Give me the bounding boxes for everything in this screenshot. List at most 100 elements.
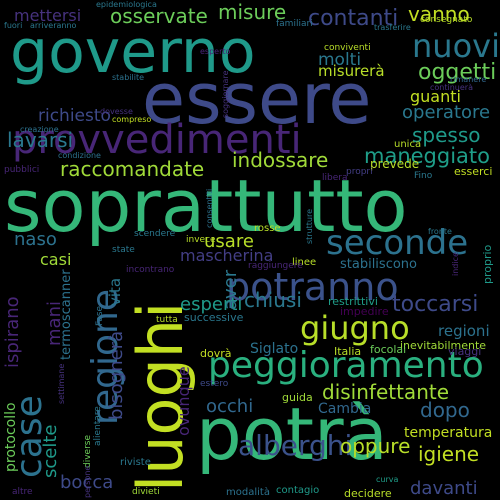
word-usare: usare <box>204 231 254 252</box>
word-provvedimenti: provvedimenti <box>12 117 302 163</box>
word-contagio: contagio <box>276 485 320 496</box>
word-raggiungere: raggiungere <box>248 261 303 271</box>
word-mettersi: mettersi <box>14 6 82 25</box>
word-soprattutto: soprattutto <box>4 164 408 248</box>
word-proprio: proprio <box>481 244 494 284</box>
word-toccarsi: toccarsi <box>392 292 479 317</box>
word-rimanere: rimanere <box>450 75 487 84</box>
word-giugno: giugno <box>300 309 410 347</box>
word-nuovi: nuovi <box>412 27 500 65</box>
word-propri: propri <box>346 167 373 177</box>
word-restrittivi: restrittivi <box>328 295 378 308</box>
word-arriveranno: arriveranno <box>30 21 77 30</box>
word-fronte: fronte <box>428 227 452 236</box>
word-libera: libera <box>322 173 348 183</box>
word-condizione: condizione <box>58 151 101 160</box>
word-chiusi: chiusi <box>244 288 302 312</box>
word-creazione: creazione <box>20 125 59 134</box>
word-dopo: dopo <box>420 398 470 422</box>
word-contanti: contanti <box>308 6 399 31</box>
word-incontrano: incontrano <box>126 265 175 275</box>
word-protocollo: protocollo <box>3 402 19 472</box>
word-spesso: spesso <box>412 123 481 147</box>
word-vanno: vanno <box>408 2 470 26</box>
word-dovesse: dovesse <box>100 107 133 116</box>
word-dovra: dovrà <box>200 347 232 360</box>
word-linee: linee <box>292 257 317 268</box>
word-occhi: occhi <box>206 396 254 417</box>
word-unica: unica <box>394 139 422 150</box>
word-aver: aver <box>220 269 241 310</box>
word-scelte: scelte <box>40 424 61 478</box>
word-vita: vita <box>106 277 124 306</box>
word-alientare: alientare <box>93 406 103 446</box>
word-igiene: igiene <box>418 442 480 466</box>
word-decidere: decidere <box>344 487 392 500</box>
word-mascherina: mascherina <box>180 246 274 265</box>
word-indossare: indossare <box>232 148 329 172</box>
word-stabilite: stabilite <box>112 73 145 82</box>
word-scendere: scendere <box>134 229 176 239</box>
word-raccomandate: raccomandate <box>60 157 205 181</box>
word-potranno: potranno <box>226 265 399 309</box>
word-bisognera: bisognerà <box>106 330 127 420</box>
word-divieti: divieti <box>132 487 160 497</box>
word-curva: curva <box>376 475 399 484</box>
word-riviste: riviste <box>120 457 151 468</box>
word-alberghi: alberghi <box>238 429 353 462</box>
word-bocca: bocca <box>60 472 114 493</box>
word-fino: Fino <box>414 171 433 181</box>
word-oggetti: oggetti <box>418 60 497 85</box>
word-successive: successive <box>184 311 244 324</box>
word-osservate: osservate <box>110 4 208 28</box>
word-termoscanner: termoscanner <box>59 269 74 360</box>
word-molti: molti <box>318 50 362 70</box>
word-impedire: impedire <box>340 305 389 318</box>
word-prevede: prevede <box>370 157 420 171</box>
word-pubblici: pubblici <box>4 165 40 175</box>
word-disinfettante: disinfettante <box>322 380 450 404</box>
word-fuori: fuori <box>4 21 23 30</box>
word-conviventi: conviventi <box>324 43 371 53</box>
word-settimane: settimane <box>57 363 66 404</box>
word-indice: indice <box>451 252 460 276</box>
word-peggioramento: peggioramento <box>208 345 484 386</box>
word-compreso: compreso <box>112 115 152 124</box>
word-familiari: familiari <box>276 19 313 29</box>
word-ispirano: ispirano <box>2 296 23 368</box>
word-davanti: davanti <box>410 478 478 499</box>
word-inevitabilmente: inevitabilmente <box>400 339 487 352</box>
word-continuera: continuerà <box>430 83 473 92</box>
word-focolai: focolai <box>370 343 407 356</box>
word-seconde: seconde <box>326 223 469 263</box>
word-state: state <box>112 245 135 255</box>
word-altre: altre <box>12 487 33 497</box>
word-esperti: esperti <box>180 294 243 315</box>
word-casi: casi <box>40 250 72 269</box>
word-misurera: misurerà <box>318 62 385 80</box>
word-regioni: regioni <box>438 322 490 340</box>
word-strutture: strutture <box>305 208 314 244</box>
word-naso: naso <box>14 229 57 250</box>
word-misure: misure <box>218 0 287 24</box>
word-consentiti: consentiti <box>205 188 214 228</box>
word-temperatura: temperatura <box>404 425 493 441</box>
word-rosse: rosse <box>254 223 281 234</box>
word-maneggiato: maneggiato <box>364 144 490 168</box>
word-modalita: modalità <box>226 487 270 498</box>
word-persone: persone <box>83 465 92 498</box>
word-essere: essere <box>142 58 372 140</box>
word-cambia: Cambia <box>318 401 372 417</box>
word-fase: Fase <box>95 305 105 326</box>
word-guanti: guanti <box>410 87 461 106</box>
word-tutta: tutta <box>156 315 178 325</box>
word-epidemiologica: epidemiologica <box>96 0 157 9</box>
word-esserci: esserci <box>454 165 493 178</box>
word-potra: potrà <box>196 392 388 476</box>
word-soggiornare: soggiornare <box>221 70 230 119</box>
word-consegnato: consegnato <box>420 15 473 25</box>
word-viaggi: viaggi <box>448 345 482 358</box>
word-trasferire: trasferire <box>374 23 411 32</box>
word-governo: governo <box>10 17 256 87</box>
